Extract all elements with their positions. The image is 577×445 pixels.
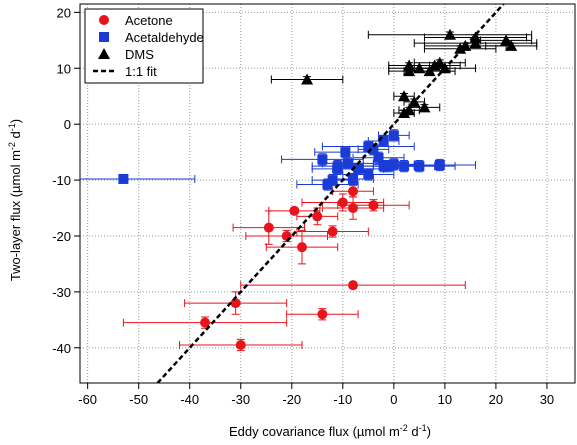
y-label-part: d (8, 131, 23, 142)
y-label-part: Two-layer flux (µmol m (8, 150, 23, 281)
point (403, 104, 416, 116)
point (443, 28, 456, 40)
point (317, 154, 328, 165)
point (348, 203, 359, 214)
point (423, 65, 436, 77)
y-axis-label: Two-layer flux (µmol m-2 d-1) (7, 119, 23, 281)
point (398, 90, 411, 102)
y-label-part: ) (8, 119, 23, 123)
point (301, 73, 314, 85)
legend-label: 1:1 fit (125, 64, 157, 79)
point (418, 101, 431, 113)
point (428, 59, 441, 71)
x-label-part: -1 (419, 423, 427, 433)
y-tick-label: 0 (64, 117, 71, 132)
point (469, 37, 482, 49)
point (399, 161, 410, 172)
x-tick-label: -20 (282, 392, 301, 407)
point (353, 163, 364, 174)
x-label-part: Eddy covariance flux (µmol m (229, 424, 400, 439)
point (296, 242, 307, 253)
point (322, 179, 333, 190)
point (327, 226, 338, 237)
point (414, 161, 425, 172)
legend-label: Acetaldehyde (125, 30, 204, 45)
point (289, 205, 300, 216)
point (454, 42, 467, 54)
point (388, 130, 399, 141)
point (263, 222, 274, 233)
point (363, 141, 374, 152)
point (368, 200, 379, 211)
x-label-part: d (408, 424, 419, 439)
point (337, 197, 348, 208)
plot (80, 4, 538, 383)
x-tick-label: -60 (78, 392, 97, 407)
point (200, 317, 211, 328)
point (413, 62, 426, 74)
x-tick-label: -50 (129, 392, 148, 407)
point (388, 159, 399, 170)
point (363, 169, 374, 180)
legend-marker (99, 32, 109, 42)
point (118, 173, 129, 184)
point (434, 159, 445, 170)
plot-frame (79, 3, 576, 384)
point (327, 175, 338, 186)
y-label-part: -2 (7, 142, 17, 150)
point (378, 161, 389, 172)
point (403, 59, 416, 71)
point (373, 152, 384, 163)
x-label-part: -2 (400, 423, 408, 433)
point (317, 309, 328, 320)
point (403, 65, 416, 77)
y-label-part: -1 (7, 123, 17, 131)
x-tick-label: 20 (489, 392, 503, 407)
point (378, 135, 389, 146)
point (312, 211, 323, 222)
y-tick-label: -10 (52, 173, 71, 188)
y-tick-label: 10 (57, 61, 71, 76)
point (332, 163, 343, 174)
x-axis-label: Eddy covariance flux (µmol m-2 d-1) (229, 423, 431, 439)
x-tick-label: -10 (333, 392, 352, 407)
legend-marker (98, 48, 110, 59)
point (505, 39, 518, 51)
point (500, 34, 513, 46)
legend-marker (99, 15, 109, 25)
point (340, 147, 351, 158)
x-tick-label: 0 (390, 392, 397, 407)
point (368, 144, 379, 155)
point (433, 56, 446, 68)
y-tick-label: -30 (52, 285, 71, 300)
y-tick-label: 20 (57, 5, 71, 20)
x-tick-label: 10 (438, 392, 452, 407)
point (230, 298, 241, 309)
y-tick-label: -20 (52, 229, 71, 244)
x-label-part: ) (427, 424, 431, 439)
point (235, 339, 246, 350)
point (348, 173, 359, 184)
x-tick-label: -30 (231, 392, 250, 407)
fit-line (156, 4, 505, 383)
point (348, 280, 359, 291)
point (383, 161, 394, 172)
point (342, 158, 353, 169)
y-tick-label: -40 (52, 341, 71, 356)
point (348, 186, 359, 197)
x-tick-label: -40 (180, 392, 199, 407)
legend-label: DMS (125, 47, 154, 62)
legend-label: Acetone (125, 13, 173, 28)
x-tick-label: 30 (540, 392, 554, 407)
